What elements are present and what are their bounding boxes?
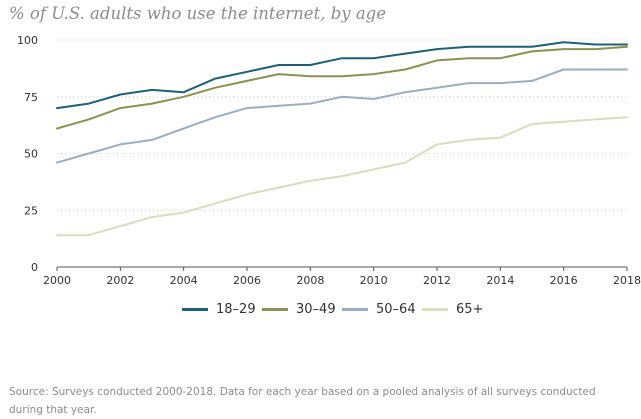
series-line-65-plus [56,116,628,237]
legend: 18–29 30–49 50–64 65+ [0,302,641,324]
legend-label-50-64: 50–64 [376,302,416,317]
series-line-18-29 [56,41,628,110]
series-line-30-49 [56,45,628,130]
y-tick-label-50: 50 [24,148,38,161]
x-tick-label-2000: 2000 [43,274,71,287]
x-tick-label-2018: 2018 [613,274,641,287]
y-tick-label-25: 25 [24,204,38,217]
legend-item-30-49: 30–49 [262,302,336,317]
legend-label-30-49: 30–49 [296,302,336,317]
x-tick-label-2016: 2016 [550,274,578,287]
legend-label-65-plus: 65+ [456,302,484,317]
chart-title: % of U.S. adults who use the internet, b… [9,4,386,23]
legend-swatch-65-plus [422,308,448,311]
legend-item-50-64: 50–64 [342,302,416,317]
x-tick-label-2012: 2012 [423,274,451,287]
legend-swatch-50-64 [342,308,368,311]
legend-label-18-29: 18–29 [216,302,256,317]
x-tick-label-2014: 2014 [486,274,514,287]
source-note: Source: Surveys conducted 2000-2018. Dat… [9,386,596,416]
x-tick-label-2002: 2002 [106,274,134,287]
y-tick-label-75: 75 [24,91,38,104]
line-chart: 100 75 50 25 0 2000 2002 2004 2006 2008 2010 2012 20… [17,34,641,287]
y-tick-label-100: 100 [17,34,38,47]
y-tick-label-0: 0 [31,261,38,274]
legend-item-65-plus: 65+ [422,302,483,317]
legend-swatch-18-29 [182,308,208,311]
x-tick-label-2006: 2006 [233,274,261,287]
legend-swatch-30-49 [262,308,288,311]
x-tick-label-2008: 2008 [296,274,324,287]
x-tick-label-2004: 2004 [170,274,198,287]
x-tick-label-2010: 2010 [360,274,388,287]
series-line-50-64 [56,68,628,164]
legend-item-18-29: 18–29 [182,302,256,317]
